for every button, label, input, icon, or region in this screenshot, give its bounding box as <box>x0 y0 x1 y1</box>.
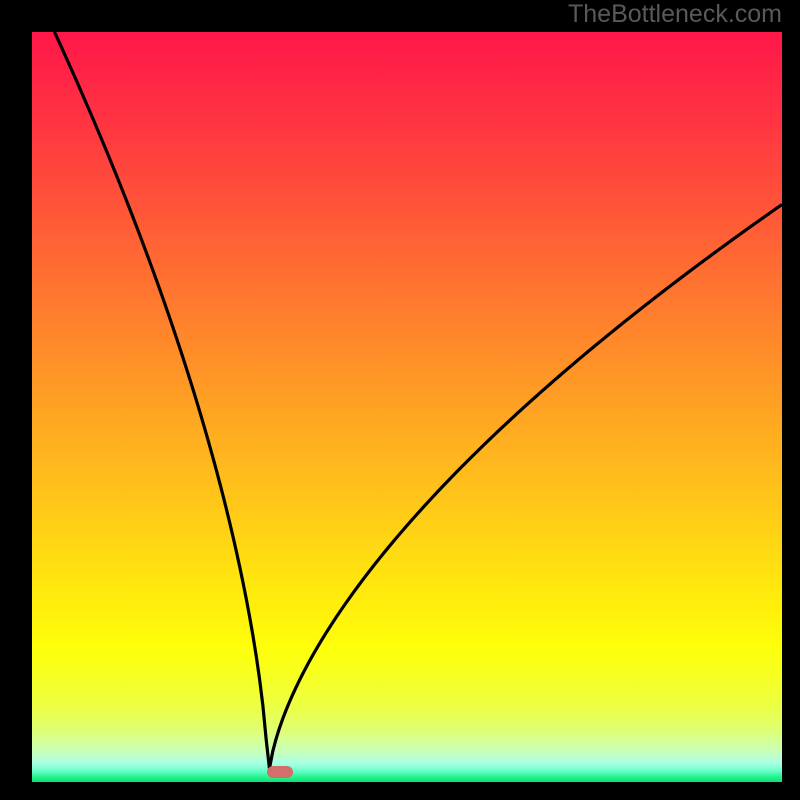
plot-area <box>32 32 782 782</box>
watermark-text: TheBottleneck.com <box>568 0 782 29</box>
bottleneck-curve <box>32 32 782 782</box>
minimum-marker <box>267 766 293 778</box>
chart-container: { "watermark": { "text": "TheBottleneck.… <box>0 0 800 800</box>
